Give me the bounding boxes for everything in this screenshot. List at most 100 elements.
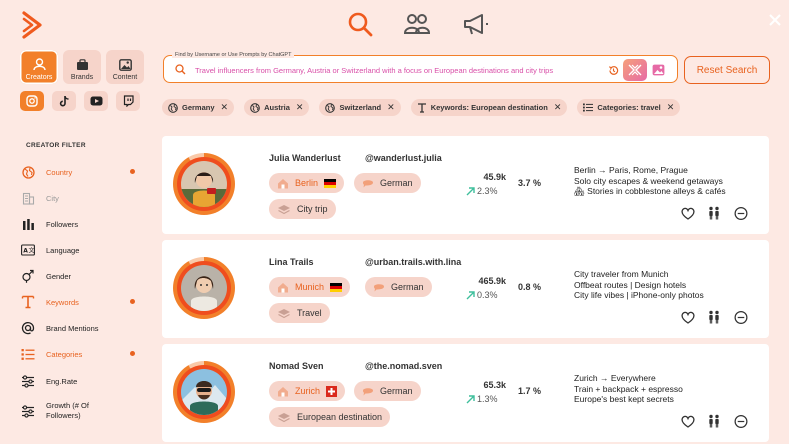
avatar[interactable] — [173, 153, 235, 215]
trend-up-icon — [466, 394, 475, 403]
chip-label: Switzerland — [339, 103, 382, 112]
trend-up-icon — [466, 186, 475, 195]
growth-value: 2.3% — [466, 186, 498, 196]
compare-button[interactable] — [707, 414, 721, 428]
exclude-button[interactable] — [734, 310, 748, 324]
chip-keywords[interactable]: Keywords: European destination ✕ — [410, 99, 568, 116]
close-icon[interactable] — [767, 12, 783, 28]
creator-card[interactable]: Julia Wanderlust @wanderlust.julia Berli… — [162, 136, 769, 234]
image-icon — [118, 59, 132, 71]
description-line: Train + backpack + espresso — [574, 383, 683, 394]
chip-remove-icon[interactable]: ✕ — [220, 102, 229, 112]
description-line: Offbeat routes | Design hotels — [574, 279, 687, 290]
briefcase-icon — [76, 59, 88, 70]
chip-remove-icon[interactable]: ✕ — [553, 102, 562, 112]
creator-handle[interactable]: @the.nomad.sven — [365, 361, 443, 371]
creator-card[interactable]: Nomad Sven @the.nomad.sven Zurich German… — [162, 344, 769, 442]
growth-label: 1.3% — [477, 394, 498, 404]
ai-prompt-button[interactable] — [623, 59, 647, 81]
people-icon — [709, 414, 719, 428]
reset-search-button[interactable]: Reset Search — [684, 56, 770, 84]
followers-count: 45.9k — [483, 172, 506, 182]
history-icon[interactable] — [608, 65, 619, 76]
favorite-button[interactable] — [681, 414, 695, 428]
creator-card[interactable]: Lina Trails @urban.trails.with.lina Muni… — [162, 240, 769, 338]
creator-description: Zurich → Everywhere Train + backpack + e… — [574, 373, 683, 405]
platform-tiktok-button[interactable] — [52, 91, 76, 111]
tag-category: City trip — [269, 199, 336, 219]
filter-gender[interactable]: Gender — [20, 267, 135, 285]
filter-brand-mentions[interactable]: Brand Mentions — [20, 319, 135, 337]
creator-handle[interactable]: @urban.trails.with.lina — [365, 257, 462, 267]
filter-country[interactable]: Country — [20, 163, 135, 181]
people-icon — [709, 206, 719, 220]
creator-name[interactable]: Julia Wanderlust — [269, 153, 341, 163]
tag-city-label: Zurich — [295, 386, 321, 396]
chip-label: Keywords: European destination — [430, 103, 548, 112]
favorite-button[interactable] — [681, 206, 695, 220]
layers-icon — [278, 308, 290, 318]
growth-value: 1.3% — [466, 394, 498, 404]
filter-city[interactable]: City — [20, 189, 135, 207]
exclude-button[interactable] — [734, 206, 748, 220]
heart-icon — [681, 415, 695, 428]
globe-icon — [250, 102, 260, 113]
chip-label: Germany — [182, 103, 215, 112]
person-icon — [32, 58, 46, 71]
search-input[interactable]: Travel influencers from Germany, Austria… — [163, 55, 678, 83]
platform-instagram-button[interactable] — [20, 91, 44, 111]
layers-icon — [278, 204, 290, 214]
platform-twitch-button[interactable] — [116, 91, 140, 111]
creator-name[interactable]: Lina Trails — [269, 257, 314, 267]
compare-button[interactable] — [707, 310, 721, 324]
filter-keywords[interactable]: Keywords — [20, 293, 135, 311]
description-line: Europe's best kept secrets — [574, 394, 674, 404]
filter-categories[interactable]: Categories — [20, 345, 135, 363]
exclude-button[interactable] — [734, 414, 748, 428]
type-content-button[interactable]: Content — [106, 50, 144, 84]
chip-remove-icon[interactable]: ✕ — [387, 102, 395, 112]
filter-followers[interactable]: Followers — [20, 215, 135, 233]
avatar-photo-icon — [181, 265, 227, 311]
list-icon — [583, 103, 594, 112]
chip-austria[interactable]: Austria ✕ — [244, 99, 310, 116]
bars-icon — [22, 218, 34, 230]
chip-categories[interactable]: Categories: travel ✕ — [577, 99, 681, 116]
avatar[interactable] — [173, 257, 235, 319]
search-value: Travel influencers from Germany, Austria… — [195, 66, 554, 75]
chip-remove-icon[interactable]: ✕ — [295, 102, 304, 112]
type-brands-button[interactable]: Brands — [63, 50, 101, 84]
description-line: 🏘 Stories in cobblestone alleys & cafés — [574, 186, 726, 196]
filter-categories-label: Categories — [46, 349, 83, 359]
users-icon[interactable] — [403, 10, 431, 38]
type-creators-button[interactable]: Creators — [20, 50, 58, 84]
minus-circle-icon — [734, 206, 748, 220]
chip-switzerland[interactable]: Switzerland ✕ — [319, 99, 401, 116]
speech-bubble-icon — [363, 387, 373, 395]
chip-germany[interactable]: Germany ✕ — [162, 99, 235, 116]
filter-growth[interactable]: Growth (# Of Followers) — [20, 399, 135, 423]
filter-eng-rate[interactable]: Eng.Rate — [20, 372, 135, 390]
tag-language: German — [365, 277, 432, 297]
tag-category-label: City trip — [297, 204, 328, 214]
filter-language-label: Language — [46, 245, 80, 255]
creator-handle[interactable]: @wanderlust.julia — [365, 153, 442, 163]
creator-name[interactable]: Nomad Sven — [269, 361, 324, 371]
favorite-button[interactable] — [681, 310, 695, 324]
germany-flag-icon — [330, 282, 343, 292]
megaphone-icon[interactable] — [462, 10, 490, 38]
tag-city: Berlin — [269, 173, 345, 193]
platform-youtube-button[interactable] — [84, 91, 108, 111]
avatar[interactable] — [173, 361, 235, 423]
followers-count: 65.3k — [483, 380, 506, 390]
description-line: City traveler from Munich — [574, 269, 669, 279]
compare-button[interactable] — [707, 206, 721, 220]
image-search-icon[interactable] — [652, 64, 665, 76]
chip-label: Categories: travel — [597, 103, 661, 112]
chip-remove-icon[interactable]: ✕ — [666, 102, 675, 112]
type-brands-label: Brands — [70, 74, 94, 81]
instagram-icon — [26, 95, 38, 107]
search-icon[interactable] — [346, 10, 374, 38]
home-icon — [278, 282, 288, 292]
